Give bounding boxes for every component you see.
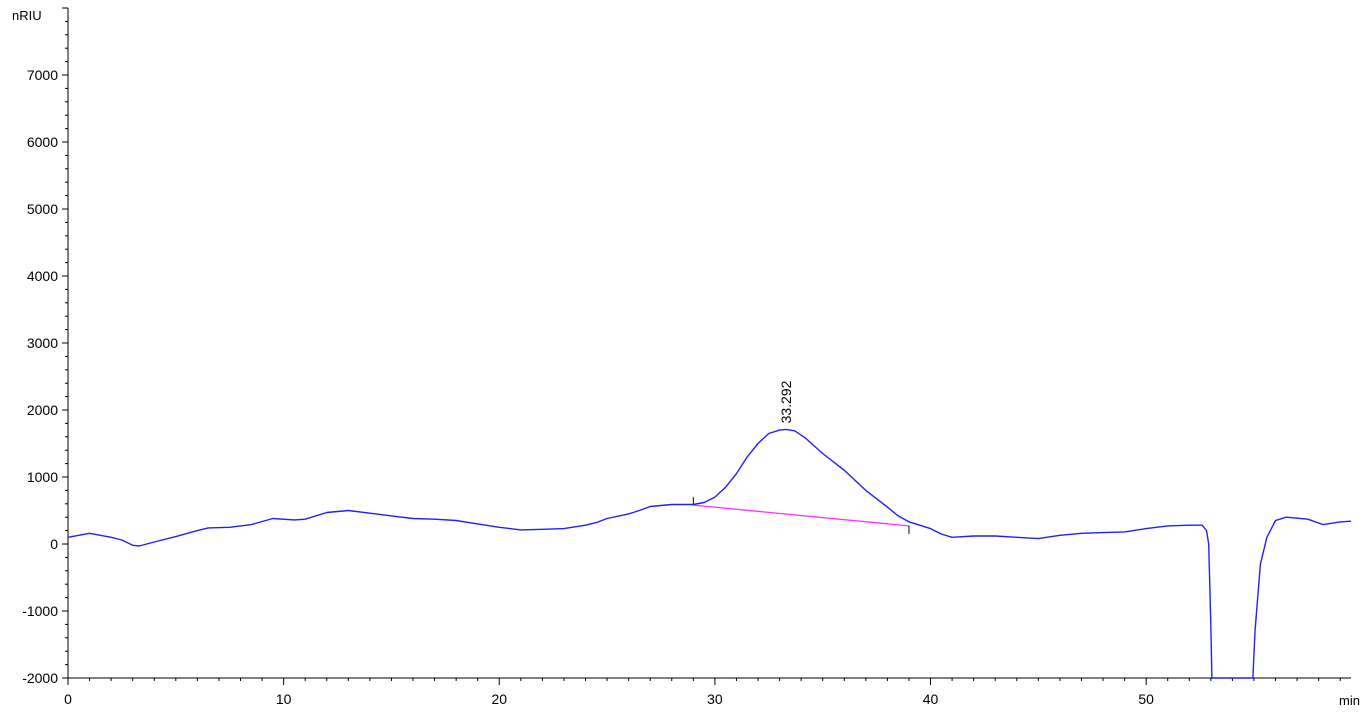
x-tick-label: 10 [276, 691, 292, 707]
y-tick-label: 0 [50, 536, 58, 552]
x-tick-label: 50 [1138, 691, 1154, 707]
y-major-ticks: -2000 -1000 0 1000 2000 3000 4000 5000 6000 7000 [22, 7, 68, 686]
y-tick-label: 5000 [27, 201, 58, 217]
x-tick-label: 0 [64, 691, 72, 707]
y-tick-label: 3000 [27, 335, 58, 351]
y-tick-label: 6000 [27, 134, 58, 150]
plot-area: 33.292 [67, 380, 1352, 679]
y-tick-label: -2000 [22, 670, 58, 686]
x-minor-ticks [89, 678, 1341, 681]
x-tick-label: 40 [923, 691, 939, 707]
integration-baseline-line [693, 504, 910, 527]
y-tick-label: -1000 [22, 603, 58, 619]
signal-trace-line [67, 428, 1352, 679]
y-tick-label: 4000 [27, 268, 58, 284]
x-tick-label: 30 [707, 691, 723, 707]
y-tick-label: 1000 [27, 469, 58, 485]
x-major-ticks: 0 10 20 30 40 50 [64, 678, 1154, 707]
y-minor-ticks [65, 20, 68, 666]
y-tick-label: 7000 [27, 67, 58, 83]
y-axis-unit-label: nRIU [12, 8, 42, 23]
peak-annotations: 33.292 [778, 380, 794, 423]
peak-retention-time-label: 33.292 [778, 380, 794, 423]
x-axis-unit-label: min [1339, 693, 1360, 708]
axes: -2000-100001000200030004000500060007000 … [22, 7, 1351, 707]
x-tick-label: 20 [491, 691, 507, 707]
y-tick-label: 2000 [27, 402, 58, 418]
